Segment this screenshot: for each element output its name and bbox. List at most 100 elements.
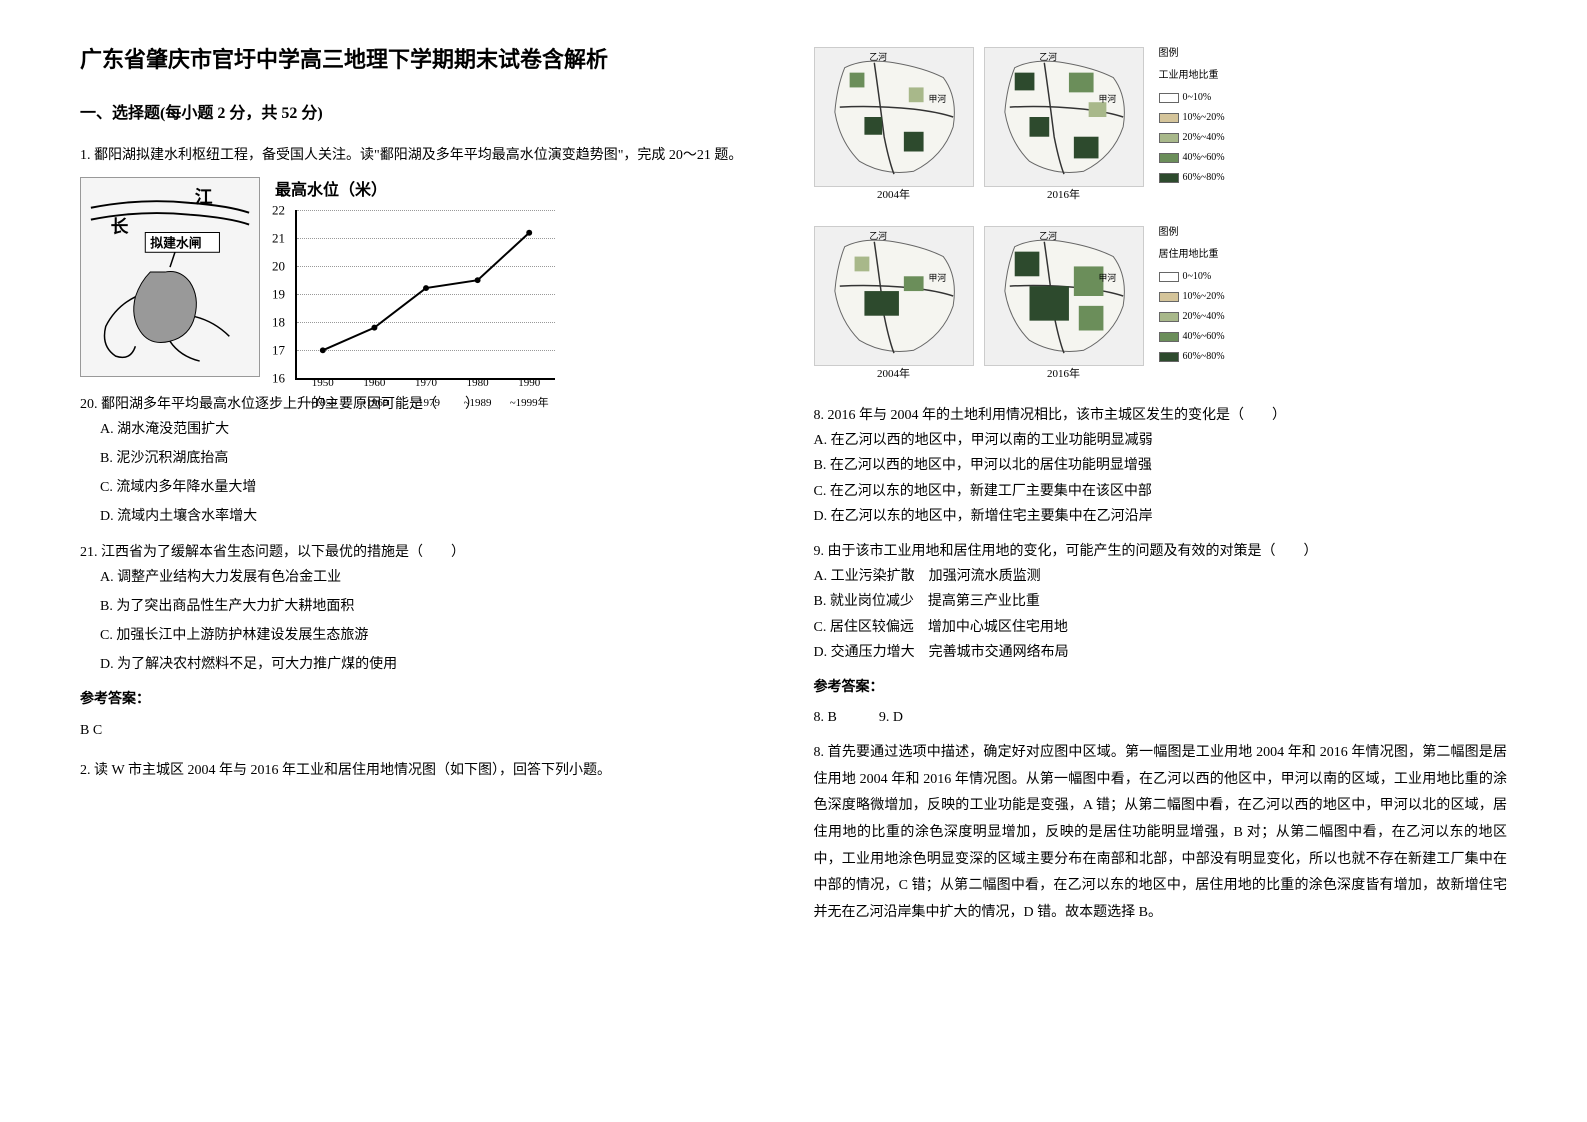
option-d: D. 交通压力增大 完善城市交通网络布局 [814, 640, 1508, 665]
option-b: B. 泥沙沉积湖底抬高 [80, 446, 774, 471]
chang-label: 长 [111, 216, 129, 236]
legend-item: 40%~60% [1159, 149, 1269, 167]
question-21: 21. 江西省为了缓解本省生态问题，以下最优的措施是（ ） A. 调整产业结构大… [80, 540, 774, 678]
lake-map-svg: 江 长 拟建水闸 [81, 178, 259, 376]
map-year-label: 2004年 [877, 186, 910, 206]
question-intro: 2. 读 W 市主城区 2004 年与 2016 年工业和居住用地情况图（如下图… [80, 758, 774, 783]
legend-label: 10%~20% [1183, 109, 1225, 127]
answer-text: B C [80, 718, 774, 743]
option-d: D. 流域内土壤含水率增大 [80, 504, 774, 529]
legend-item: 60%~80% [1159, 169, 1269, 187]
svg-text:甲河: 甲河 [1098, 93, 1116, 104]
legend-label: 40%~60% [1183, 328, 1225, 346]
legend-item: 10%~20% [1159, 109, 1269, 127]
legend-subtitle: 居住用地比重 [1159, 246, 1269, 264]
legend-item: 0~10% [1159, 89, 1269, 107]
y-tick: 19 [272, 283, 285, 306]
map-svg: 乙河 甲河 [815, 227, 973, 365]
svg-text:乙河: 乙河 [1039, 51, 1057, 62]
legend-item: 60%~80% [1159, 348, 1269, 366]
legend-label: 0~10% [1183, 268, 1212, 286]
city-map-2016-residential: 乙河 甲河 2016年 [984, 226, 1144, 366]
legend-label: 0~10% [1183, 89, 1212, 107]
question-text: 8. 2016 年与 2004 年的土地利用情况相比，该市主城区发生的变化是（ … [814, 403, 1508, 428]
legend-item: 0~10% [1159, 268, 1269, 286]
question-text: 21. 江西省为了缓解本省生态问题，以下最优的措施是（ ） [80, 540, 774, 565]
x-tick: 1960 ~1969 [349, 374, 399, 414]
option-b: B. 为了突出商品性生产大力扩大耕地面积 [80, 594, 774, 619]
option-c: C. 加强长江中上游防护林建设发展生态旅游 [80, 623, 774, 648]
legend-title: 图例 [1159, 45, 1269, 63]
industrial-maps: 乙河 甲河 2004年 乙河 甲河 2016年 [814, 40, 1508, 194]
y-tick: 18 [272, 311, 285, 334]
x-tick: 1950 ~1959 [298, 374, 348, 414]
svg-text:乙河: 乙河 [869, 230, 887, 241]
section-heading: 一、选择题(每小题 2 分，共 52 分) [80, 100, 774, 129]
x-tick: 1990 ~1999年 [504, 374, 554, 414]
explanation-text: 8. 首先要通过选项中描述，确定好对应图中区域。第一幅图是工业用地 2004 年… [814, 740, 1508, 926]
legend-label: 20%~40% [1183, 129, 1225, 147]
answer-label: 参考答案： [80, 687, 774, 712]
x-tick: 1970 ~1979 [401, 374, 451, 414]
legend-swatch [1159, 153, 1179, 163]
chart-title: 最高水位（米） [275, 177, 555, 206]
water-level-chart: 最高水位（米） 22 21 20 19 18 17 16 [275, 177, 555, 377]
legend-swatch [1159, 312, 1179, 322]
legend-swatch [1159, 332, 1179, 342]
city-map-2016-industrial: 乙河 甲河 2016年 [984, 47, 1144, 187]
option-b: B. 就业岗位减少 提高第三产业比重 [814, 589, 1508, 614]
option-b: B. 在乙河以西的地区中，甲河以北的居住功能明显增强 [814, 453, 1508, 478]
question-intro: 1. 鄱阳湖拟建水利枢纽工程，备受国人关注。读"鄱阳湖及多年平均最高水位演变趋势… [80, 143, 774, 168]
question-2: 2. 读 W 市主城区 2004 年与 2016 年工业和居住用地情况图（如下图… [80, 758, 774, 783]
residential-legend: 图例 居住用地比重 0~10% 10%~20% 20%~40% 40%~60% … [1154, 219, 1274, 373]
map-svg: 乙河 甲河 [985, 227, 1143, 365]
answer-label: 参考答案： [814, 675, 1508, 700]
map-year-label: 2004年 [877, 365, 910, 385]
legend-swatch [1159, 173, 1179, 183]
legend-swatch [1159, 292, 1179, 302]
chart-line-svg [297, 210, 555, 378]
legend-label: 10%~20% [1183, 288, 1225, 306]
option-a: A. 湖水淹没范围扩大 [80, 417, 774, 442]
map-svg: 乙河 甲河 [985, 48, 1143, 186]
svg-text:乙河: 乙河 [1039, 230, 1057, 241]
legend-subtitle: 工业用地比重 [1159, 67, 1269, 85]
map-year-label: 2016年 [1047, 186, 1080, 206]
chart-plot-area: 22 21 20 19 18 17 16 [295, 210, 555, 380]
legend-item: 20%~40% [1159, 308, 1269, 326]
page-title: 广东省肇庆市官圩中学高三地理下学期期末试卷含解析 [80, 40, 774, 80]
legend-label: 40%~60% [1183, 149, 1225, 167]
option-c: C. 居住区较偏远 增加中心城区住宅用地 [814, 615, 1508, 640]
y-tick: 20 [272, 255, 285, 278]
option-c: C. 在乙河以东的地区中，新建工厂主要集中在该区中部 [814, 479, 1508, 504]
question-text: 9. 由于该市工业用地和居住用地的变化，可能产生的问题及有效的对策是（ ） [814, 539, 1508, 564]
option-a: A. 工业污染扩散 加强河流水质监测 [814, 564, 1508, 589]
legend-label: 60%~80% [1183, 169, 1225, 187]
answer-text: 8. B 9. D [814, 705, 1508, 730]
y-tick: 17 [272, 339, 285, 362]
figure-pair: 江 长 拟建水闸 最高水位（米） 22 21 20 [80, 177, 774, 377]
option-a: A. 在乙河以西的地区中，甲河以南的工业功能明显减弱 [814, 428, 1508, 453]
legend-item: 20%~40% [1159, 129, 1269, 147]
map-year-label: 2016年 [1047, 365, 1080, 385]
option-d: D. 为了解决农村燃料不足，可大力推广煤的使用 [80, 652, 774, 677]
city-map-2004-residential: 乙河 甲河 2004年 [814, 226, 974, 366]
y-tick: 22 [272, 199, 285, 222]
residential-maps: 乙河 甲河 2004年 乙河 甲河 2016年 [814, 219, 1508, 373]
legend-swatch [1159, 93, 1179, 103]
legend-swatch [1159, 352, 1179, 362]
y-tick: 21 [272, 227, 285, 250]
svg-text:甲河: 甲河 [928, 272, 946, 283]
option-c: C. 流域内多年降水量大增 [80, 475, 774, 500]
dam-label: 拟建水闸 [150, 235, 201, 250]
legend-title: 图例 [1159, 224, 1269, 242]
legend-swatch [1159, 272, 1179, 282]
legend-item: 10%~20% [1159, 288, 1269, 306]
option-a: A. 调整产业结构大力发展有色冶金工业 [80, 565, 774, 590]
option-d: D. 在乙河以东的地区中，新增住宅主要集中在乙河沿岸 [814, 504, 1508, 529]
city-map-2004-industrial: 乙河 甲河 2004年 [814, 47, 974, 187]
map-svg: 乙河 甲河 [815, 48, 973, 186]
svg-text:甲河: 甲河 [1098, 272, 1116, 283]
poyang-lake-map: 江 长 拟建水闸 [80, 177, 260, 377]
legend-swatch [1159, 133, 1179, 143]
